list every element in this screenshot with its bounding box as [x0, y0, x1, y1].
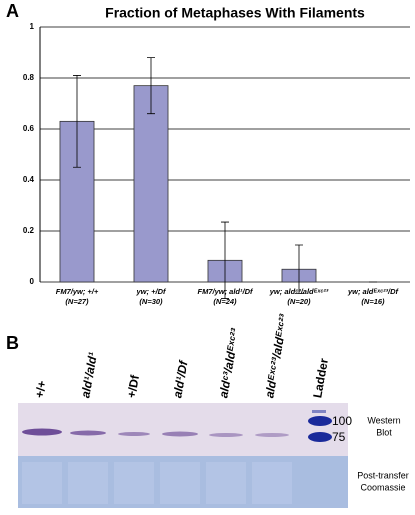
blot-label: Blot — [376, 427, 392, 437]
sample-size: (N=20) — [287, 297, 311, 306]
x-tick-label: yw; +/Df — [136, 287, 167, 296]
panel-label: B — [6, 333, 19, 353]
x-tick-label: FM7/yw; ald¹/Df — [197, 287, 254, 296]
x-tick-label: yw; aldᴱˣᶜ²³/Df — [347, 287, 400, 296]
panel-label: A — [6, 1, 19, 21]
chart-title: Fraction of Metaphases With Filaments — [105, 5, 365, 21]
x-tick-label: FM7/yw; +/+ — [56, 287, 99, 296]
error-bar — [221, 221, 229, 299]
lane-label: ald¹/Df — [170, 359, 190, 399]
lane-label: +/+ — [32, 380, 49, 400]
blot-label: Post-transfer — [357, 470, 409, 480]
sample-size: (N=24) — [213, 297, 237, 306]
y-tick-label: 0 — [30, 277, 35, 286]
lane-label: +/Df — [124, 373, 142, 399]
y-tick-label: 0.6 — [23, 124, 35, 133]
blot-label: Coomassie — [360, 482, 405, 492]
lane-label: aldᶜ³/aldᴱˣᶜ²³ — [216, 326, 242, 399]
sample-size: (N=16) — [361, 297, 385, 306]
marker-label: 100 — [332, 414, 352, 428]
y-tick-label: 0.4 — [23, 175, 35, 184]
blot-label: Western — [367, 415, 400, 425]
error-bar — [295, 244, 303, 294]
bar — [133, 85, 169, 283]
lane-label: ald¹/ald¹ — [78, 351, 100, 399]
y-tick-label: 0.2 — [23, 226, 35, 235]
sample-size: (N=27) — [65, 297, 89, 306]
blot-image — [18, 403, 348, 508]
lane-label: Ladder — [310, 357, 331, 399]
lane-label: aldᴱˣᶜ²³/aldᴱˣᶜ²³ — [262, 312, 291, 399]
sample-size: (N=30) — [139, 297, 163, 306]
error-bar — [147, 57, 155, 115]
y-tick-label: 0.8 — [23, 73, 35, 82]
y-tick-label: 1 — [30, 22, 35, 31]
marker-label: 75 — [332, 430, 346, 444]
error-bar — [73, 75, 81, 168]
